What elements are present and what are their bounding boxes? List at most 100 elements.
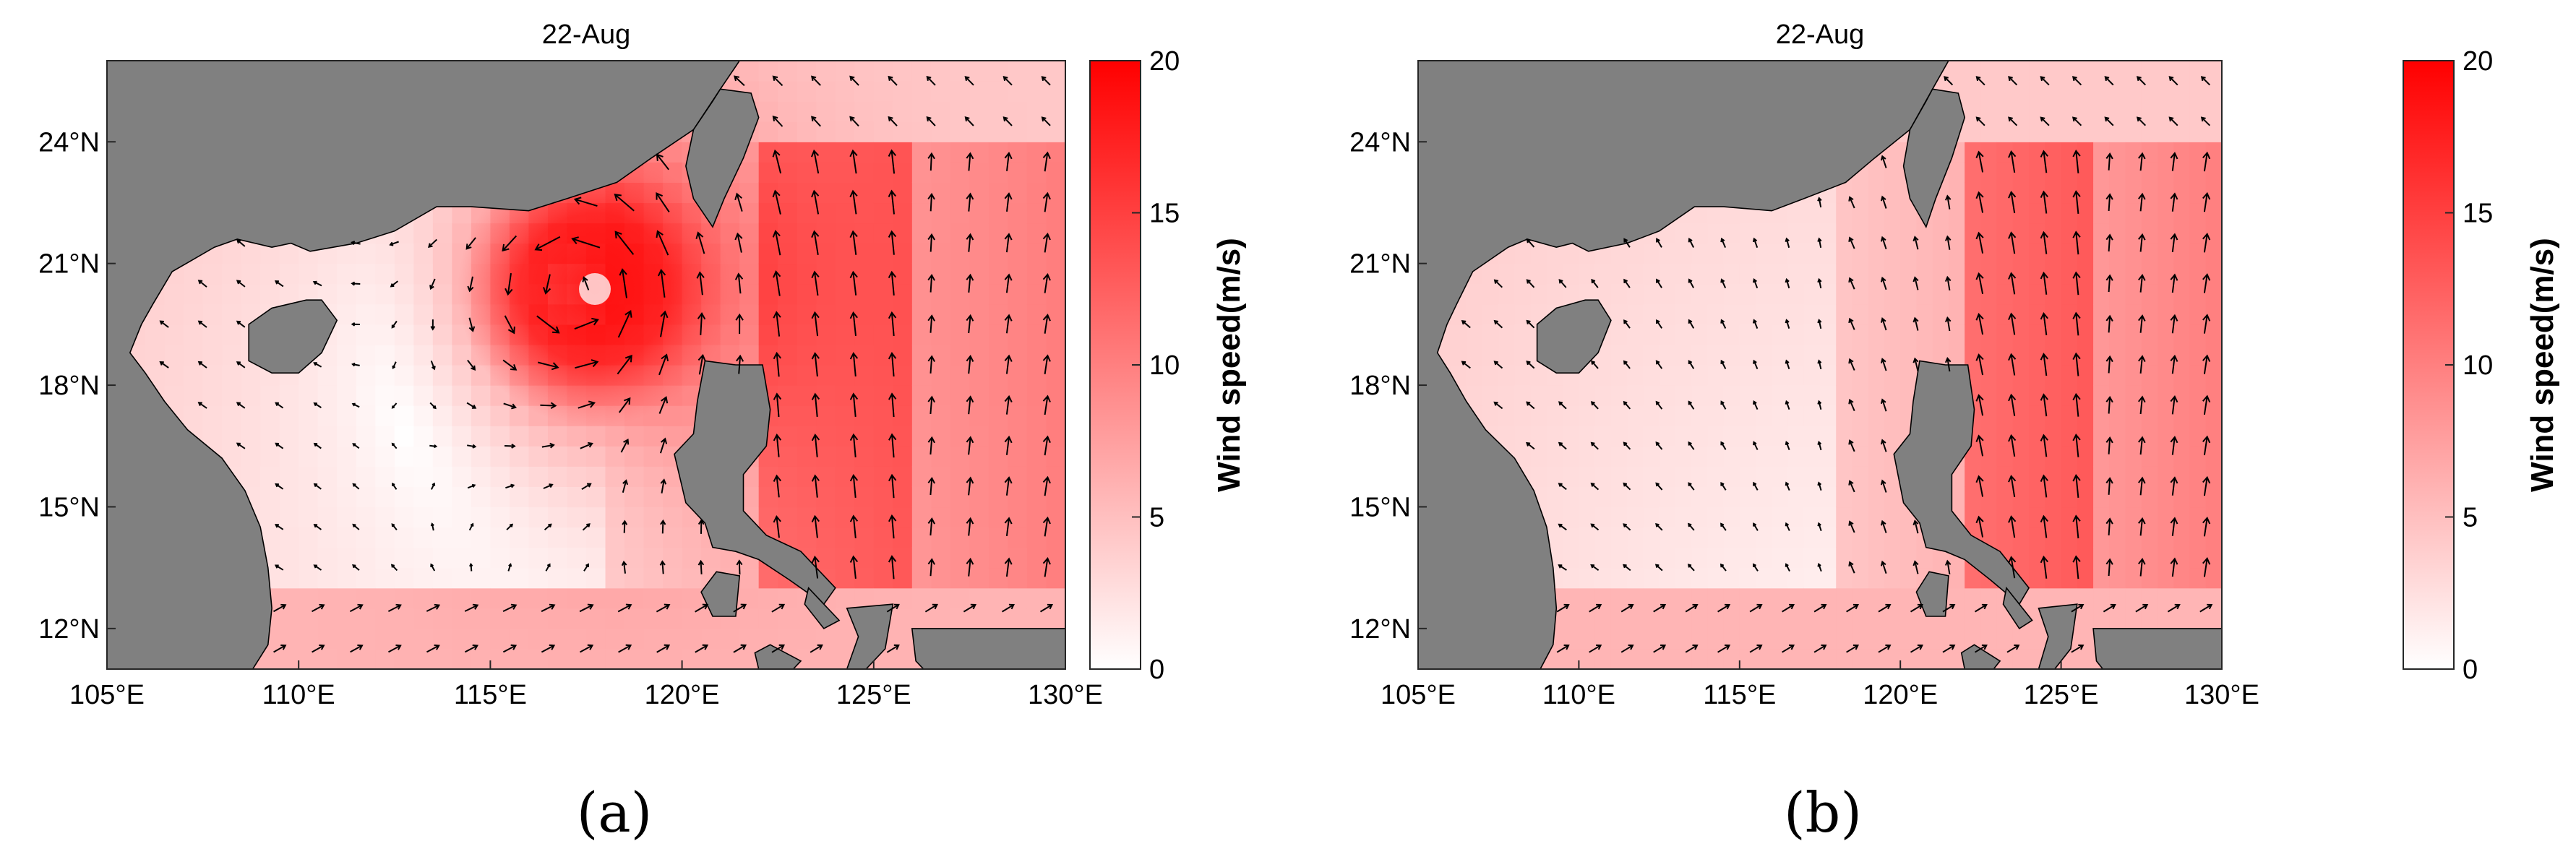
wind-speed-cell [873, 243, 893, 264]
wind-vector-arrow [275, 442, 284, 449]
wind-speed-cell [835, 202, 855, 224]
wind-vector-arrow [313, 483, 322, 490]
wind-speed-cell [1008, 182, 1028, 204]
wind-speed-cell [1756, 344, 1772, 366]
wind-speed-cell [950, 303, 970, 325]
wind-speed-cell [778, 365, 798, 386]
wind-speed-cell [950, 567, 970, 589]
wind-vector-arrow [695, 231, 705, 254]
wind-speed-cell [1627, 608, 1644, 629]
wind-speed-cell [969, 405, 989, 426]
wind-speed-cell [1772, 426, 1789, 447]
wind-speed-cell [893, 446, 913, 467]
wind-speed-cell [854, 344, 875, 366]
wind-speed-cell [2173, 162, 2191, 183]
wind-speed-cell [471, 567, 491, 589]
wind-vector-arrow [1813, 603, 1827, 613]
wind-speed-cell [643, 466, 664, 487]
wind-speed-cell [1482, 283, 1499, 305]
wind-speed-cell [1852, 405, 1869, 426]
wind-speed-cell [1980, 182, 1998, 204]
wind-speed-cell [931, 426, 951, 447]
wind-speed-cell [1803, 344, 1821, 366]
wind-speed-cell [1707, 344, 1725, 366]
wind-vector-arrow [1753, 481, 1759, 491]
wind-speed-cell [2061, 283, 2078, 305]
wind-speed-cell [1820, 263, 1837, 285]
wind-speed-cell [1563, 385, 1579, 406]
wind-speed-cell [1691, 446, 1708, 467]
x-tick-label: 120°E [645, 680, 720, 710]
wind-speed-cell [317, 446, 338, 467]
wind-speed-cell [950, 507, 970, 528]
wind-speed-cell [1868, 223, 1885, 244]
wind-vector-arrow [574, 317, 599, 330]
wind-speed-cell [2045, 182, 2062, 204]
wind-speed-cell [1675, 324, 1692, 345]
wind-speed-cell [1884, 628, 1901, 650]
wind-speed-cell [1852, 567, 1869, 589]
wind-speed-cell [452, 527, 472, 548]
wind-speed-cell [1466, 283, 1483, 305]
wind-speed-cell [1787, 648, 1805, 669]
wind-speed-cell [988, 202, 1009, 224]
wind-speed-cell [1008, 243, 1028, 264]
wind-speed-cell [2045, 567, 2062, 589]
wind-speed-cell [2189, 527, 2207, 548]
wind-speed-cell [1046, 344, 1065, 366]
wind-speed-cell [2189, 547, 2207, 569]
wind-speed-cell [394, 628, 414, 650]
wind-speed-cell [452, 486, 472, 508]
wind-speed-cell [2012, 263, 2030, 285]
wind-vector-arrow [927, 233, 935, 252]
wind-speed-cell [1008, 344, 1028, 366]
wind-speed-cell [2109, 426, 2126, 447]
wind-vector-arrow [1623, 482, 1631, 491]
wind-speed-cell [1627, 628, 1644, 650]
wind-speed-cell [1900, 648, 1918, 669]
wind-speed-cell [1659, 263, 1676, 285]
wind-speed-cell [797, 162, 817, 183]
wind-speed-cell [2158, 61, 2174, 82]
wind-speed-cell [2125, 507, 2142, 528]
wind-speed-cell [1450, 344, 1467, 366]
wind-speed-cell [1948, 61, 1965, 82]
wind-speed-cell [1868, 426, 1885, 447]
wind-speed-cell [1563, 426, 1579, 447]
wind-speed-cell [2205, 182, 2222, 204]
wind-speed-cell [1852, 324, 1869, 345]
wind-vector-arrow [352, 483, 360, 490]
wind-speed-cell [2029, 202, 2045, 224]
wind-speed-cell [2061, 81, 2078, 102]
wind-speed-cell [1965, 81, 1981, 102]
wind-speed-cell [1643, 587, 1660, 609]
wind-speed-cell [2141, 202, 2158, 224]
wind-speed-cell [2061, 426, 2078, 447]
wind-speed-cell [911, 121, 932, 142]
wind-speed-cell [1046, 202, 1065, 224]
y-tick-label: 12°N [38, 614, 100, 645]
wind-speed-cell [2125, 446, 2142, 467]
wind-speed-cell [988, 365, 1009, 386]
wind-speed-cell [1965, 283, 1981, 305]
wind-speed-cell [2093, 81, 2110, 102]
wind-speed-cell [356, 547, 376, 569]
wind-speed-cell [1932, 243, 1949, 264]
wind-speed-cell [643, 567, 664, 589]
wind-speed-cell [547, 628, 568, 650]
wind-speed-cell [528, 426, 549, 447]
wind-speed-cell [1900, 324, 1918, 345]
wind-vector-arrow [963, 603, 976, 613]
wind-vector-arrow [507, 563, 512, 572]
wind-speed-cell [1008, 567, 1028, 589]
wind-speed-cell [2173, 446, 2191, 467]
wind-speed-cell [950, 223, 970, 244]
wind-vector-arrow [236, 402, 246, 409]
wind-speed-cell [1482, 263, 1499, 285]
wind-speed-cell [758, 587, 778, 609]
wind-vector-arrow [503, 402, 517, 410]
wind-speed-cell [931, 324, 951, 345]
wind-speed-cell [452, 507, 472, 528]
wind-speed-cell [2012, 426, 2030, 447]
wind-speed-cell [317, 567, 338, 589]
